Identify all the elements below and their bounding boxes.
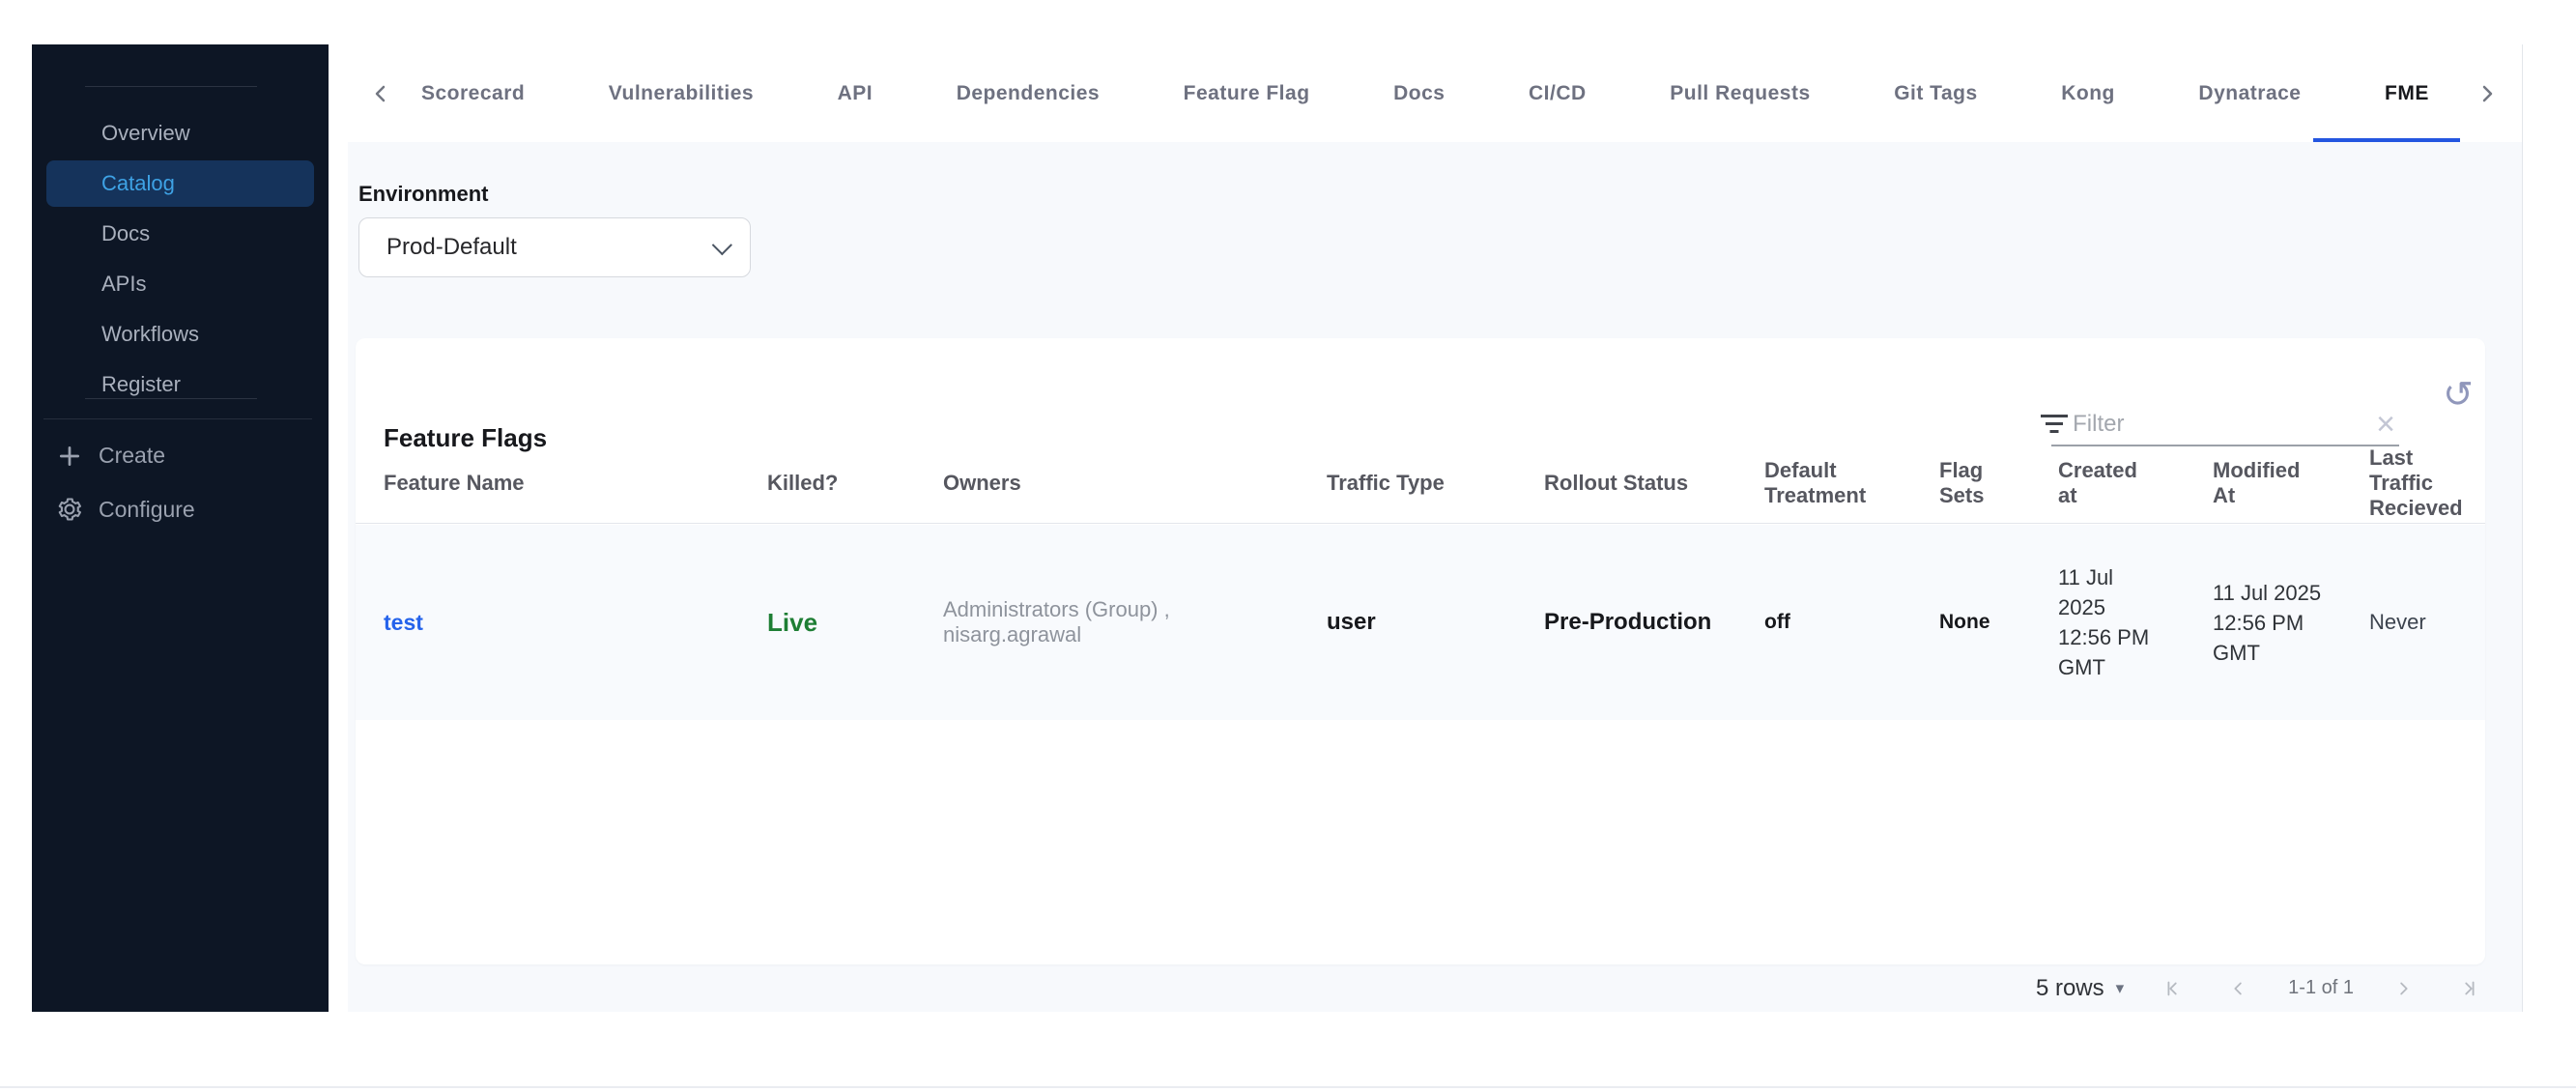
rows-per-page-value: 5 rows: [2035, 974, 2104, 1001]
sidebar-item-apis[interactable]: APIs: [46, 259, 314, 309]
tab-dynatrace[interactable]: Dynatrace: [2198, 81, 2302, 104]
column-header-rollout-status: Rollout Status: [1544, 470, 1689, 495]
tab-kong[interactable]: Kong: [2061, 81, 2115, 104]
caret-down-icon: ▾: [2115, 978, 2125, 997]
create-label: Create: [99, 443, 166, 468]
chevron-left-icon: [2234, 982, 2242, 994]
tabs-scroll-right-button[interactable]: [2476, 44, 2499, 142]
tab-feature-flag[interactable]: Feature Flag: [1183, 81, 1310, 104]
killed-status: Live: [767, 607, 818, 637]
tab-scorecard[interactable]: Scorecard: [421, 81, 526, 104]
tab-cicd[interactable]: CI/CD: [1529, 81, 1587, 104]
column-header-default-treatment: Default Treatment: [1764, 457, 1867, 507]
last-page-button[interactable]: [2452, 972, 2485, 1005]
tab-dependencies[interactable]: Dependencies: [956, 81, 1101, 104]
active-tab-indicator: [2313, 138, 2460, 142]
card-title: Feature Flags: [384, 423, 548, 452]
refresh-icon[interactable]: ↺: [2443, 374, 2474, 416]
tab-git-tags[interactable]: Git Tags: [1894, 81, 1978, 104]
sidebar-item-workflows[interactable]: Workflows: [46, 309, 314, 359]
flag-sets-value: None: [1939, 611, 1990, 633]
owners-value: Administrators (Group) , nisarg.agrawal: [943, 597, 1170, 647]
sidebar-item-catalog[interactable]: Catalog: [46, 160, 314, 207]
sidebar-item-label: Register: [101, 372, 181, 396]
sidebar-item-label: Workflows: [101, 322, 200, 346]
page-range-label: 1-1 of 1: [2288, 977, 2354, 998]
feature-flags-card: Feature Flags × ↺ Feature Name Killed? O…: [356, 338, 2485, 964]
last-traffic-value: Never: [2369, 610, 2426, 634]
tab-strip: Scorecard Vulnerabilities API Dependenci…: [415, 44, 2435, 142]
sidebar-configure-button[interactable]: Configure: [55, 496, 195, 523]
rollout-status-value: Pre-Production: [1544, 609, 1712, 635]
tab-bar: Scorecard Vulnerabilities API Dependenci…: [356, 44, 2522, 142]
sidebar-item-register[interactable]: Register: [46, 359, 314, 410]
created-at-value: 11 Jul 2025 12:56 PM GMT: [2058, 565, 2150, 679]
sidebar-item-label: Overview: [101, 121, 190, 145]
content-right-border: [2522, 44, 2523, 1012]
last-page-icon: [2465, 981, 2475, 995]
column-header-modified-at: Modified At: [2213, 457, 2301, 507]
default-treatment-value: off: [1764, 611, 1790, 633]
chevron-left-icon: [375, 85, 386, 101]
tab-docs[interactable]: Docs: [1393, 81, 1445, 104]
sidebar-create-button[interactable]: Create: [55, 443, 165, 469]
sidebar-divider-full: [43, 418, 312, 419]
first-page-icon: [2167, 981, 2177, 995]
environment-selected-value: Prod-Default: [386, 234, 517, 260]
sidebar-item-label: Catalog: [101, 171, 175, 195]
tab-fme[interactable]: FME: [2385, 81, 2429, 104]
next-page-button[interactable]: [2387, 972, 2419, 1005]
page-bottom-border: [0, 1086, 2576, 1088]
chevron-down-icon: [711, 234, 732, 255]
sidebar-item-overview[interactable]: Overview: [46, 108, 314, 158]
column-header-feature-name: Feature Name: [384, 470, 525, 495]
column-header-traffic-type: Traffic Type: [1327, 470, 1445, 495]
first-page-button[interactable]: [2157, 972, 2190, 1005]
column-header-killed: Killed?: [767, 470, 839, 495]
traffic-type-value: user: [1327, 609, 1376, 635]
plus-icon: [55, 444, 84, 469]
clear-filter-icon[interactable]: ×: [2376, 406, 2395, 443]
column-header-created-at: Created at: [2058, 457, 2137, 507]
sidebar: Overview Catalog Docs APIs Workflows Reg…: [32, 44, 329, 1012]
sidebar-nav: Overview Catalog Docs APIs Workflows Reg…: [46, 108, 314, 410]
pagination-bar: 5 rows ▾ 1-1 of 1: [2029, 964, 2485, 1012]
tab-vulnerabilities[interactable]: Vulnerabilities: [608, 81, 755, 104]
sidebar-divider-top: [85, 86, 257, 87]
tab-pull-requests[interactable]: Pull Requests: [1670, 81, 1811, 104]
chevron-right-icon: [2400, 982, 2408, 994]
feature-name-link[interactable]: test: [384, 609, 423, 635]
environment-select[interactable]: Prod-Default: [358, 217, 751, 277]
column-header-flag-sets: Flag Sets: [1939, 457, 1985, 507]
filter-input[interactable]: [2073, 411, 2373, 438]
gear-icon: [55, 496, 84, 523]
table-row: test Live Administrators (Group) , nisar…: [356, 525, 2485, 720]
tabs-scroll-left-button[interactable]: [369, 44, 392, 142]
filter-box: ×: [2041, 404, 2399, 446]
tab-api[interactable]: API: [837, 81, 873, 104]
configure-label: Configure: [99, 496, 195, 522]
environment-label: Environment: [358, 182, 489, 206]
chevron-right-icon: [2482, 85, 2493, 101]
previous-page-button[interactable]: [2222, 972, 2255, 1005]
rows-per-page-select[interactable]: 5 rows ▾: [2036, 975, 2124, 1002]
filter-icon: [2041, 413, 2069, 436]
column-header-last-traffic-recieved: Last Traffic Recieved: [2369, 445, 2463, 520]
sidebar-item-label: APIs: [101, 272, 147, 296]
sidebar-divider-middle: [85, 398, 257, 399]
sidebar-item-docs[interactable]: Docs: [46, 209, 314, 259]
modified-at-value: 11 Jul 2025 12:56 PM GMT: [2213, 580, 2322, 665]
column-header-owners: Owners: [943, 470, 1021, 495]
table-header-row: Feature Name Killed? Owners Traffic Type…: [356, 443, 2485, 524]
sidebar-item-label: Docs: [101, 221, 151, 245]
